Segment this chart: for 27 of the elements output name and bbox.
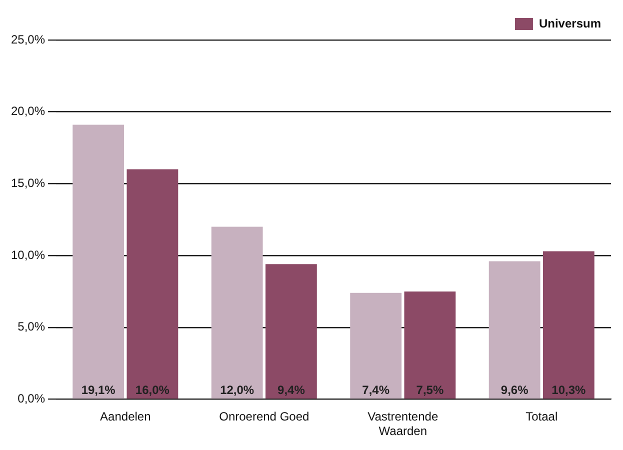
y-tick-label: 25,0%	[10, 32, 46, 46]
x-tick-label: Onroerend Goed	[219, 410, 310, 424]
data-label: 9,6%	[500, 382, 529, 397]
data-label: 12,0%	[220, 382, 254, 397]
legend-label: Universum	[538, 16, 602, 30]
bar	[72, 124, 124, 399]
data-label: 9,4%	[278, 382, 306, 397]
data-label: 7,4%	[362, 382, 390, 397]
bar	[542, 251, 594, 399]
bar	[404, 291, 456, 399]
y-tick-label: 15,0%	[10, 176, 46, 190]
data-label: 7,5%	[416, 382, 444, 397]
bar	[126, 169, 178, 399]
bar	[265, 264, 317, 399]
y-tick-label: 10,0%	[10, 248, 46, 262]
x-tick-label: Vastrentende Waarden	[368, 410, 438, 438]
y-tick-label: 20,0%	[10, 104, 46, 118]
bar	[350, 292, 402, 399]
data-label: 19,1%	[81, 382, 116, 397]
x-tick-label: Aandelen	[100, 410, 151, 424]
data-label: 10,3%	[552, 382, 586, 397]
bar	[211, 226, 263, 399]
y-tick-label: 0,0%	[18, 392, 46, 406]
y-tick-label: 5,0%	[18, 320, 46, 334]
x-tick-label: Totaal	[526, 410, 558, 424]
bar	[488, 261, 540, 399]
data-label: 16,0%	[135, 382, 170, 397]
